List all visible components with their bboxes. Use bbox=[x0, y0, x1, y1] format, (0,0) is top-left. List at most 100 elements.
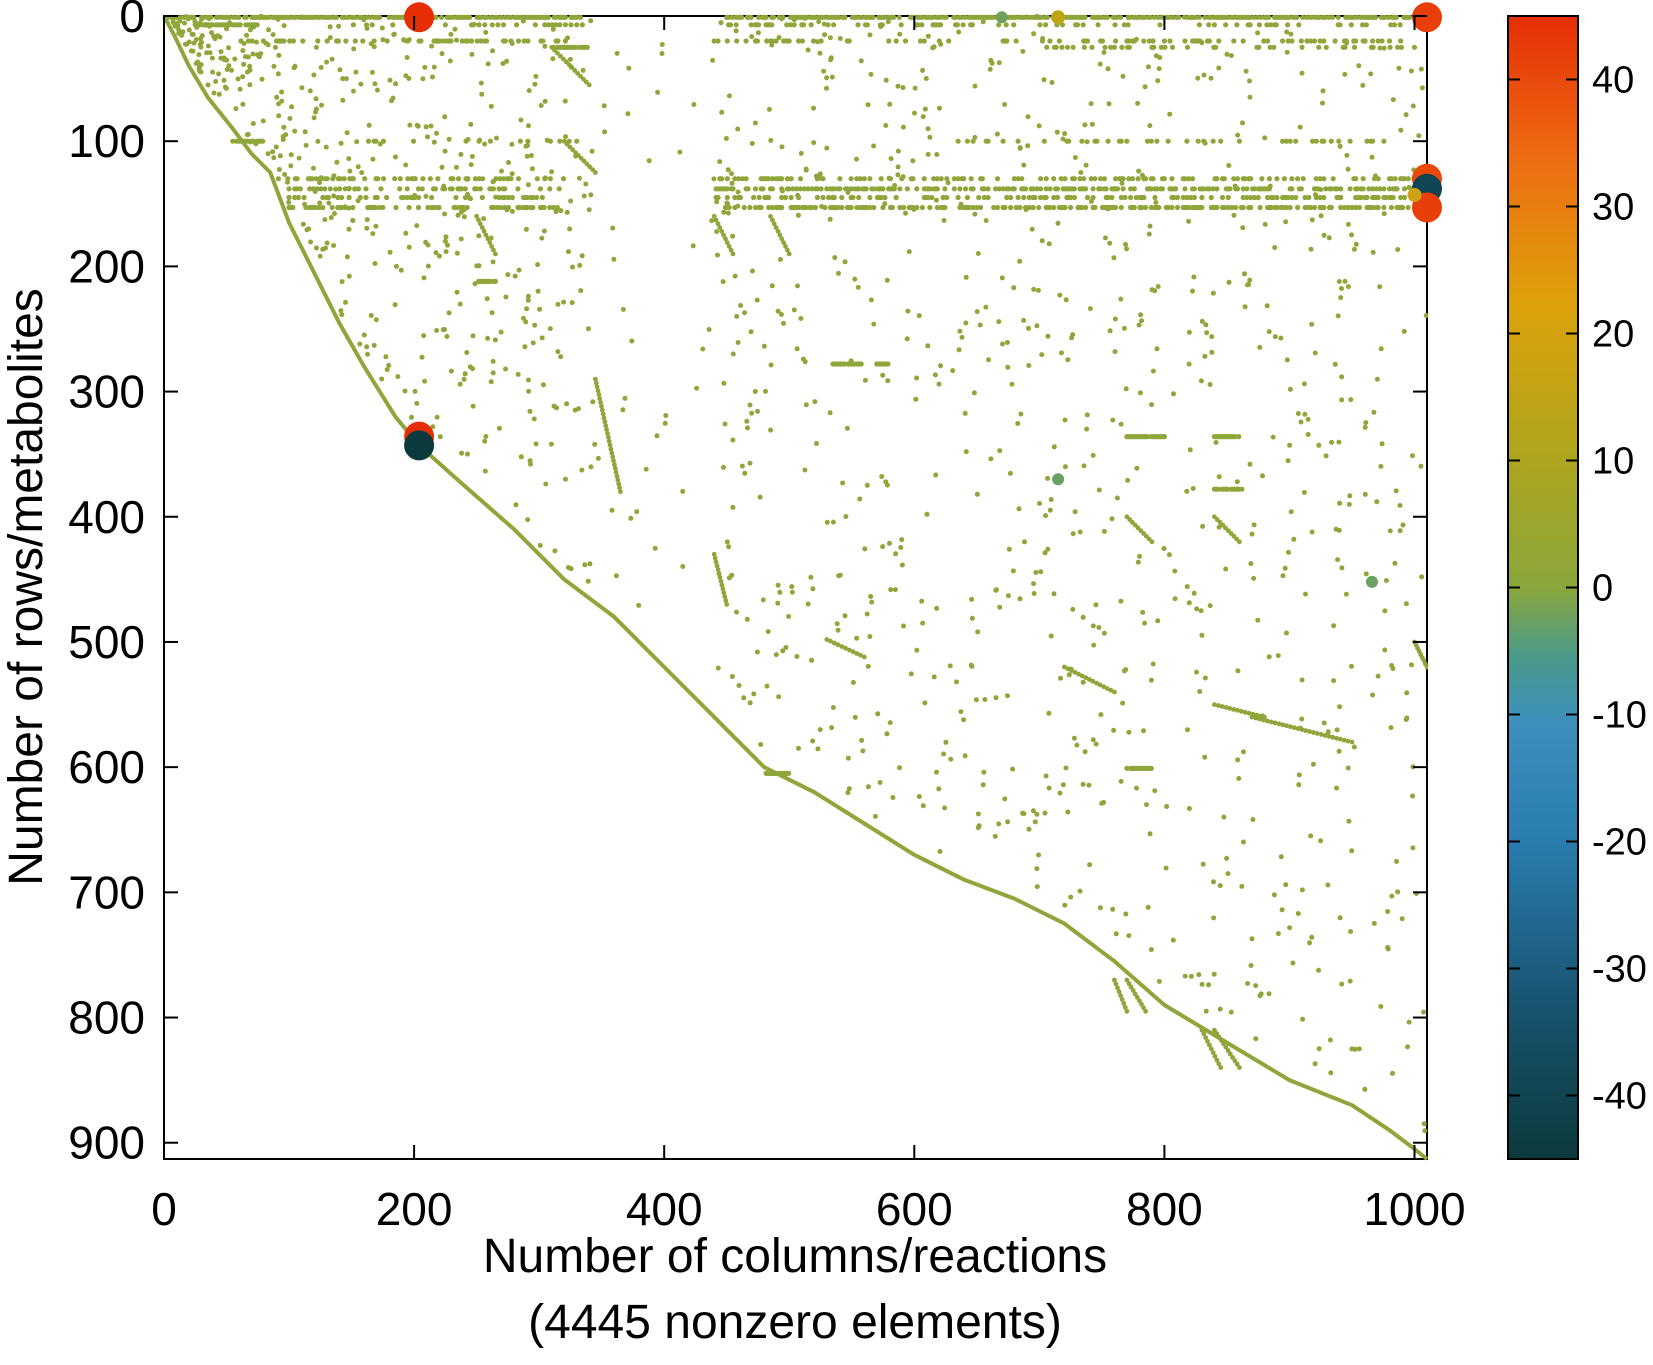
band-point bbox=[1133, 194, 1139, 201]
scatter-point bbox=[320, 246, 326, 252]
band-point bbox=[951, 186, 957, 192]
scatter-point bbox=[1065, 357, 1071, 363]
scatter-point bbox=[972, 211, 978, 217]
scatter-point bbox=[862, 546, 868, 552]
scatter-point bbox=[1247, 78, 1252, 84]
scatter-point bbox=[494, 135, 499, 141]
scatter-point bbox=[722, 421, 728, 427]
scatter-point bbox=[333, 186, 339, 192]
scatter-point bbox=[1059, 350, 1064, 356]
scatter-point bbox=[735, 189, 741, 195]
scatter-point bbox=[1283, 219, 1289, 225]
scatter-point bbox=[1070, 606, 1076, 612]
scatter-point bbox=[721, 464, 726, 470]
scatter-point bbox=[885, 378, 891, 384]
scatter-point bbox=[311, 72, 317, 78]
band-point bbox=[1062, 204, 1068, 211]
band-point bbox=[519, 14, 525, 20]
scatter-point bbox=[883, 77, 889, 83]
band-point bbox=[773, 38, 779, 44]
scatter-point bbox=[725, 167, 731, 173]
scatter-point bbox=[313, 96, 319, 102]
scatter-point bbox=[445, 242, 450, 248]
band-point bbox=[1043, 194, 1049, 201]
band-point bbox=[1105, 194, 1111, 201]
scatter-point bbox=[1305, 432, 1311, 437]
scatter-point bbox=[780, 188, 785, 194]
scatter-point bbox=[361, 332, 367, 338]
band-point bbox=[553, 22, 559, 28]
scatter-point bbox=[798, 150, 804, 156]
band-point bbox=[1317, 38, 1323, 44]
segment-point bbox=[563, 59, 569, 65]
scatter-point bbox=[741, 695, 747, 701]
scatter-point bbox=[355, 164, 361, 170]
scatter-point bbox=[996, 319, 1002, 325]
scatter-point bbox=[265, 151, 271, 157]
scatter-point bbox=[423, 124, 429, 130]
segment-point bbox=[1149, 539, 1155, 545]
band-point bbox=[1308, 38, 1314, 44]
scatter-point bbox=[730, 437, 736, 443]
band-point bbox=[534, 176, 540, 182]
scatter-point bbox=[690, 243, 696, 249]
scatter-point bbox=[887, 540, 892, 546]
scatter-point bbox=[1103, 235, 1108, 241]
scatter-point bbox=[747, 700, 753, 706]
scatter-point bbox=[526, 388, 532, 394]
band-point bbox=[1321, 38, 1327, 44]
scatter-point bbox=[1101, 49, 1107, 55]
band-point bbox=[191, 14, 197, 20]
scatter-point bbox=[537, 306, 543, 312]
band-point bbox=[1090, 194, 1096, 201]
scatter-point bbox=[811, 140, 817, 146]
band-point bbox=[541, 204, 547, 211]
scatter-point bbox=[757, 494, 763, 500]
band-point bbox=[335, 194, 341, 201]
band-point bbox=[1066, 138, 1072, 144]
scatter-point bbox=[1223, 566, 1229, 572]
band-point bbox=[1182, 38, 1188, 44]
scatter-point bbox=[1054, 129, 1060, 135]
scatter-point bbox=[1385, 909, 1391, 914]
scatter-point bbox=[380, 37, 386, 43]
band-point bbox=[1161, 434, 1167, 440]
scatter-point bbox=[723, 136, 729, 141]
band-point bbox=[1216, 38, 1222, 44]
band-point bbox=[1265, 38, 1271, 44]
band-point bbox=[515, 186, 521, 192]
scatter-point bbox=[1149, 402, 1155, 408]
scatter-point bbox=[227, 20, 233, 26]
scatter-point bbox=[938, 363, 943, 369]
scatter-point bbox=[1228, 53, 1234, 59]
scatter-point bbox=[253, 141, 259, 147]
scatter-point bbox=[518, 117, 524, 123]
band-point bbox=[853, 14, 859, 20]
band-point bbox=[562, 22, 569, 28]
scatter-point bbox=[1172, 568, 1178, 574]
band-point bbox=[763, 14, 769, 20]
scatter-point bbox=[1272, 334, 1278, 340]
scatter-point bbox=[1266, 329, 1272, 335]
band-point bbox=[1182, 186, 1188, 192]
scatter-point bbox=[938, 41, 944, 47]
band-point bbox=[1196, 14, 1202, 20]
scatter-point bbox=[176, 30, 182, 36]
scatter-point bbox=[538, 103, 544, 108]
scatter-point bbox=[996, 60, 1002, 66]
band-point bbox=[1283, 138, 1289, 144]
scatter-point bbox=[503, 366, 508, 372]
band-point bbox=[335, 38, 341, 44]
scatter-point bbox=[662, 420, 668, 426]
band-point bbox=[955, 138, 961, 144]
scatter-point bbox=[1101, 630, 1107, 636]
band-point bbox=[1068, 194, 1074, 201]
scatter-point bbox=[725, 210, 731, 216]
band-point bbox=[363, 186, 369, 192]
scatter-point bbox=[1194, 669, 1199, 675]
scatter-point bbox=[490, 48, 496, 54]
band-point bbox=[1363, 22, 1369, 28]
segment-point bbox=[720, 586, 726, 592]
band-point bbox=[547, 176, 554, 182]
scatter-point bbox=[547, 326, 553, 332]
